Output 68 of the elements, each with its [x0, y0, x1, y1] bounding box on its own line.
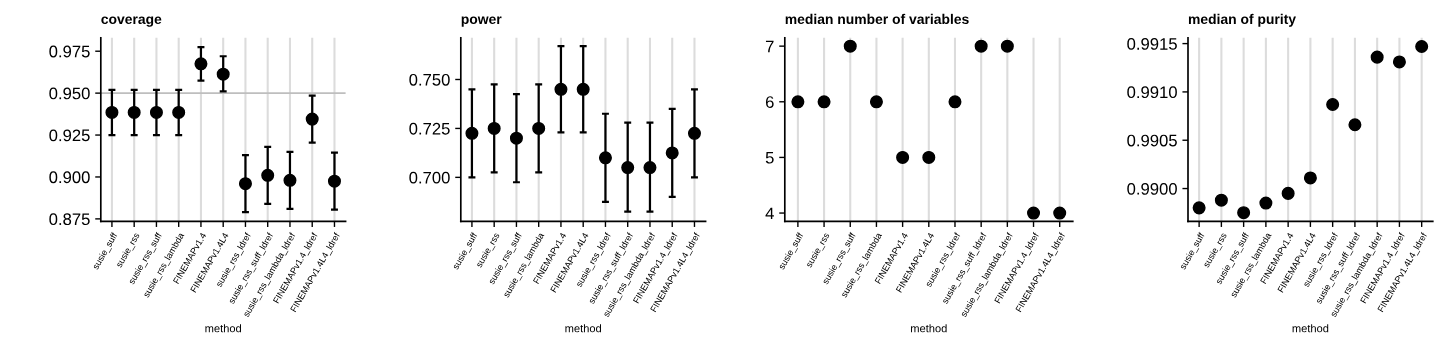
- point: [532, 121, 546, 135]
- point: [283, 173, 297, 187]
- point: [1192, 201, 1206, 215]
- y-tick-label: 0.875: [49, 213, 90, 226]
- point: [216, 67, 230, 81]
- point: [687, 126, 701, 140]
- chart-title: coverage: [101, 16, 162, 27]
- point: [127, 105, 141, 119]
- y-tick-label: 0.925: [49, 129, 90, 142]
- y-tick-label: 0.700: [409, 171, 450, 184]
- point: [1392, 55, 1406, 69]
- point: [948, 95, 962, 109]
- x-axis-title: method: [205, 324, 242, 333]
- chart-title: power: [461, 16, 502, 27]
- y-tick-label: 0.9915: [1127, 38, 1177, 50]
- point: [194, 57, 208, 71]
- y-tick-label: 0.975: [49, 45, 90, 58]
- point: [261, 168, 275, 182]
- point: [665, 146, 679, 160]
- y-tick-label: 0.725: [409, 122, 450, 135]
- point: [1214, 193, 1228, 207]
- y-tick-label: 4: [765, 207, 774, 220]
- point: [327, 174, 341, 188]
- point: [172, 105, 186, 119]
- point: [791, 95, 805, 109]
- point: [305, 112, 319, 126]
- point: [598, 151, 612, 165]
- point: [465, 126, 479, 140]
- point: [843, 39, 857, 53]
- point: [554, 82, 568, 96]
- point: [576, 82, 590, 96]
- y-tick-label: 5: [765, 151, 774, 164]
- point: [487, 121, 501, 135]
- chart-title: median of purity: [1188, 13, 1296, 27]
- point: [238, 177, 252, 191]
- y-tick-label: 0.9900: [1127, 182, 1177, 195]
- x-axis-title: method: [565, 324, 602, 333]
- point: [1303, 171, 1317, 185]
- point: [105, 105, 119, 119]
- point: [1027, 206, 1041, 220]
- y-tick-label: 0.750: [409, 73, 450, 86]
- point: [1281, 186, 1295, 200]
- point: [922, 150, 936, 164]
- point: [509, 131, 523, 145]
- point: [1415, 39, 1429, 54]
- y-tick-label: 0.9905: [1127, 134, 1177, 147]
- point: [621, 161, 635, 175]
- point: [1348, 118, 1362, 132]
- point: [974, 39, 988, 53]
- y-tick-label: 7: [765, 40, 774, 53]
- point: [1326, 97, 1340, 111]
- x-axis-title: method: [911, 324, 947, 333]
- point: [643, 161, 657, 175]
- point: [1000, 39, 1014, 53]
- point: [896, 150, 910, 164]
- point: [1053, 206, 1067, 220]
- y-tick-label: 0.9910: [1127, 86, 1177, 99]
- y-tick-label: 0.950: [49, 87, 90, 100]
- x-axis-title: method: [1292, 324, 1329, 333]
- point: [1370, 50, 1384, 64]
- point: [817, 95, 831, 109]
- chart-title: median number of variables: [785, 13, 969, 25]
- point: [149, 105, 163, 119]
- y-tick-label: 0.900: [49, 171, 90, 184]
- point: [869, 95, 883, 109]
- point: [1237, 206, 1251, 220]
- y-tick-label: 6: [765, 96, 774, 108]
- point: [1259, 196, 1273, 210]
